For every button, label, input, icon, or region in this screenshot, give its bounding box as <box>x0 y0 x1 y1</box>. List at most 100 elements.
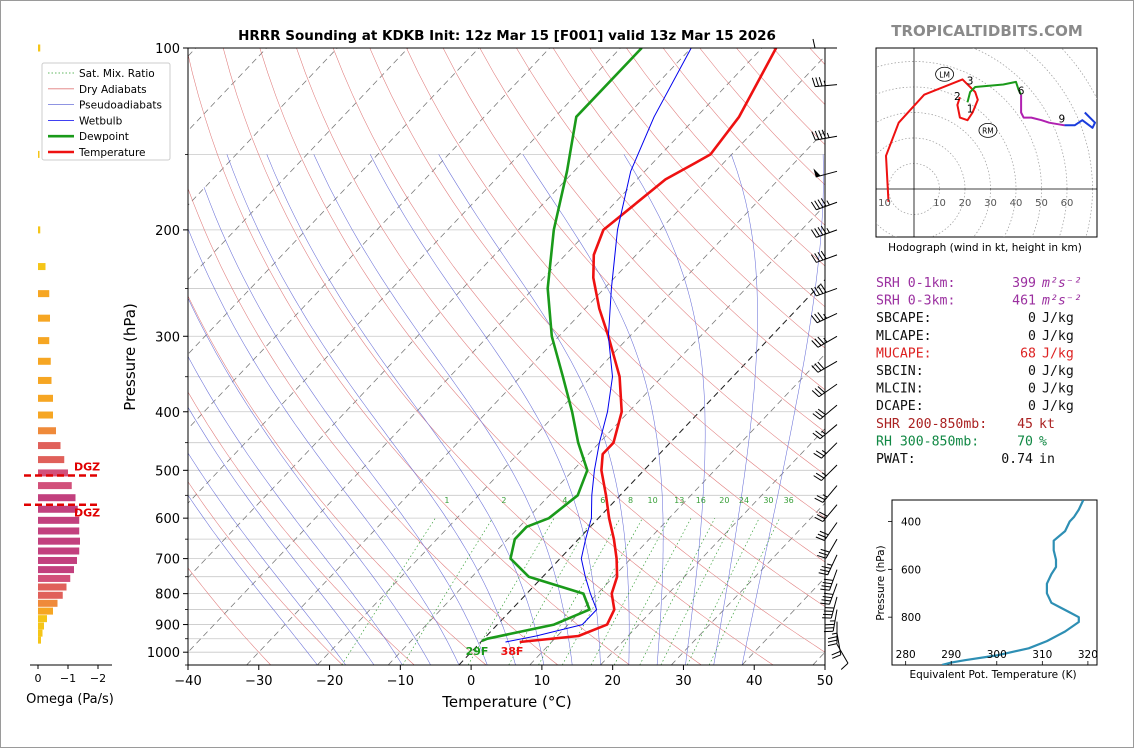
barb-staff <box>817 360 838 373</box>
temperature-line <box>519 48 778 644</box>
dry-adiabat <box>188 481 343 665</box>
pseudoadiabat <box>188 452 346 665</box>
barb-full <box>813 475 822 481</box>
omega-bar <box>38 636 41 644</box>
theta-x-tick-label: 290 <box>941 649 961 661</box>
hodo-trace <box>1064 111 1096 129</box>
wind-barb <box>813 464 838 481</box>
legend-label: Sat. Mix. Ratio <box>79 68 155 80</box>
hodo-tick-label: 20 <box>959 198 972 209</box>
barb-full <box>811 390 820 398</box>
barb-half <box>821 472 827 477</box>
barb-full <box>831 650 841 656</box>
isotherm <box>246 55 825 665</box>
pseudoadiabat <box>623 154 706 665</box>
pseudoadiabat <box>522 154 664 665</box>
barb-full <box>820 548 830 553</box>
omega-bar <box>38 44 41 52</box>
barb-staff <box>830 596 838 619</box>
barb-full <box>814 228 821 237</box>
mixing-ratio-line <box>341 518 436 665</box>
barb-full <box>810 201 817 211</box>
theta-e-line <box>941 500 1085 665</box>
pseudoadiabat <box>188 406 375 665</box>
hodo-height-label: 2 <box>954 91 961 103</box>
barb-full <box>822 596 832 599</box>
isotherm <box>600 428 825 665</box>
wind-barb <box>823 609 838 633</box>
stat-value: 45 <box>1017 417 1033 432</box>
barb-full <box>820 250 827 260</box>
barb-full <box>811 340 819 348</box>
barb-staff <box>821 464 838 481</box>
mixing-ratio-label: 8 <box>628 496 633 505</box>
barb-staff <box>821 442 838 459</box>
pseudoadiabat <box>188 494 318 665</box>
barb-full <box>817 554 827 559</box>
mixing-ratio-label: 2 <box>501 496 506 505</box>
barb-full <box>814 253 821 262</box>
wind-barb <box>831 633 842 659</box>
isotherm <box>188 48 692 579</box>
dry-adiabat <box>222 48 702 665</box>
pseudoadiabat <box>266 154 545 665</box>
mixing-ratio-label: 6 <box>600 496 605 505</box>
y-tick-label: 1000 <box>147 646 180 661</box>
stat-label: SBCIN: <box>876 364 924 379</box>
hodo-tick-label: 10 <box>933 198 946 209</box>
barb-full <box>823 578 834 581</box>
barb-full <box>822 582 832 585</box>
stat-value: 461 <box>1012 294 1036 309</box>
stat-value: 0 <box>1028 311 1036 326</box>
stat-unit: kt <box>1039 417 1055 432</box>
barb-full <box>817 199 824 208</box>
barb-full <box>811 77 816 87</box>
barb-full <box>814 363 822 371</box>
mixing-ratio-line <box>508 518 593 665</box>
isotherm <box>670 502 825 665</box>
omega-bar <box>38 583 67 591</box>
omega-bar <box>38 556 77 564</box>
omega-bar <box>38 337 50 345</box>
stat-label: RH 300-850mb: <box>876 434 979 449</box>
barb-full <box>818 130 823 140</box>
stat-value: 0 <box>1028 329 1036 344</box>
legend-label: Wetbulb <box>79 115 123 127</box>
wind-barb <box>811 77 838 88</box>
pseudoadiabat <box>188 227 460 665</box>
wind-barb <box>810 284 838 297</box>
stat-value: 399 <box>1012 276 1036 291</box>
mixing-ratio-label: 36 <box>784 496 794 505</box>
stat-unit: J/kg <box>1042 329 1074 344</box>
barb-full <box>820 602 830 605</box>
stat-label: SRH 0-3km: <box>876 294 955 309</box>
barb-full <box>814 200 821 209</box>
wind-barb <box>836 643 849 670</box>
barb-full <box>817 533 827 539</box>
stat-label: SHR 200-850mb: <box>876 417 987 432</box>
hodo-trace <box>1020 94 1065 127</box>
wind-barb <box>812 424 838 440</box>
stat-value: 0.74 <box>1001 452 1033 467</box>
barb-full <box>821 599 831 602</box>
stat-unit: J/kg <box>1042 346 1074 361</box>
barb-staff <box>815 135 838 141</box>
barb-staff <box>819 424 838 440</box>
dry-adiabat <box>589 48 825 308</box>
wind-barb <box>812 38 837 49</box>
stat-unit: in <box>1039 452 1055 467</box>
mixing-ratio-label: 16 <box>696 496 706 505</box>
barb-full <box>821 565 831 569</box>
hodo-tick-label: 60 <box>1061 198 1074 209</box>
omega-bar <box>38 376 52 384</box>
x-tick-label: −10 <box>387 674 414 689</box>
omega-bar <box>38 615 47 623</box>
barb-full <box>821 585 831 588</box>
barb-full <box>811 315 818 324</box>
barb-half <box>823 313 827 319</box>
mixing-ratio-label: 1 <box>444 496 449 505</box>
mixing-ratio-line <box>613 518 692 665</box>
barb-full <box>814 338 822 346</box>
stat-unit: J/kg <box>1042 399 1074 414</box>
